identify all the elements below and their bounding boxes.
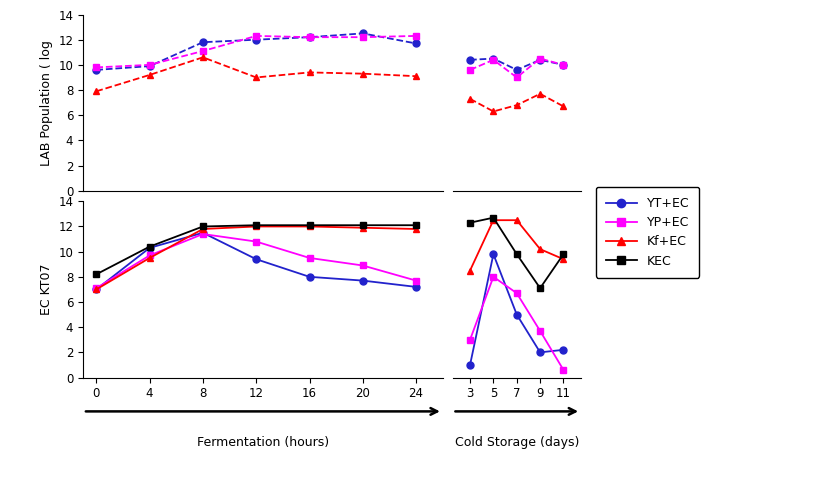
Y-axis label: EC KT07: EC KT07 [40, 264, 53, 315]
Text: Fermentation (hours): Fermentation (hours) [197, 436, 329, 449]
Legend: YT+EC, YP+EC, Kf+EC, KEC: YT+EC, YP+EC, Kf+EC, KEC [596, 187, 700, 278]
Text: Cold Storage (days): Cold Storage (days) [455, 436, 579, 449]
Y-axis label: LAB Population ( log: LAB Population ( log [40, 40, 53, 166]
